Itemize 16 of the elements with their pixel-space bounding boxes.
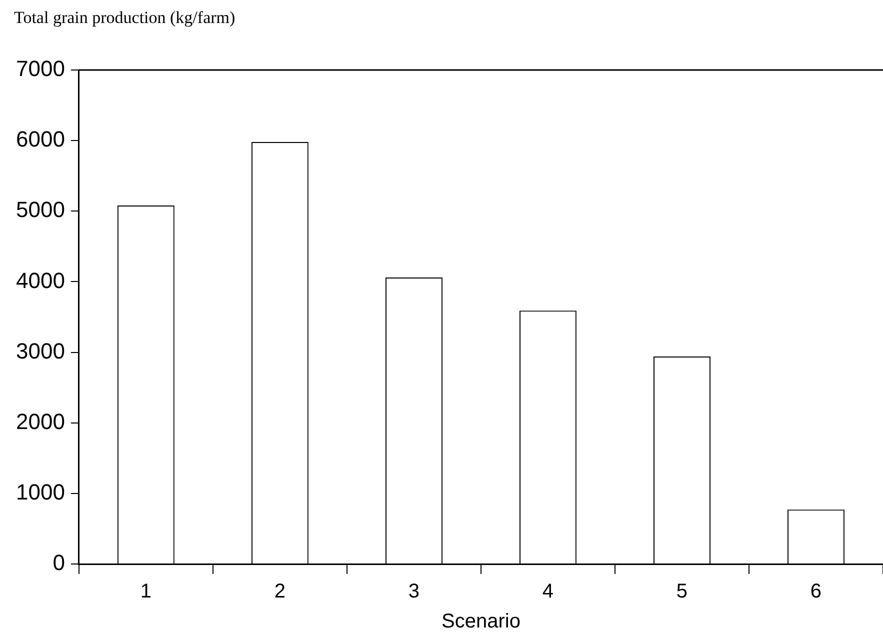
y-tick-label: 1000 bbox=[16, 479, 65, 504]
y-tick-label: 4000 bbox=[16, 268, 65, 293]
x-tick-label: 1 bbox=[140, 580, 152, 603]
x-tick-label: 4 bbox=[542, 580, 554, 603]
y-tick-label: 0 bbox=[52, 550, 65, 576]
y-tick-label: 2000 bbox=[16, 408, 65, 434]
y-tick-label: 6000 bbox=[16, 126, 65, 152]
y-tick-label: 5000 bbox=[16, 197, 65, 222]
x-axis-title: Scenario bbox=[442, 610, 520, 633]
x-tick-label: 5 bbox=[676, 580, 688, 603]
y-tick-label: 7000 bbox=[16, 56, 65, 82]
x-tick-label: 3 bbox=[408, 580, 420, 603]
x-tick-label: 6 bbox=[810, 580, 822, 603]
y-tick-label: 3000 bbox=[16, 338, 65, 364]
x-tick-label: 2 bbox=[274, 580, 286, 603]
y-axis-title: Total grain production (kg/farm) bbox=[14, 8, 236, 28]
